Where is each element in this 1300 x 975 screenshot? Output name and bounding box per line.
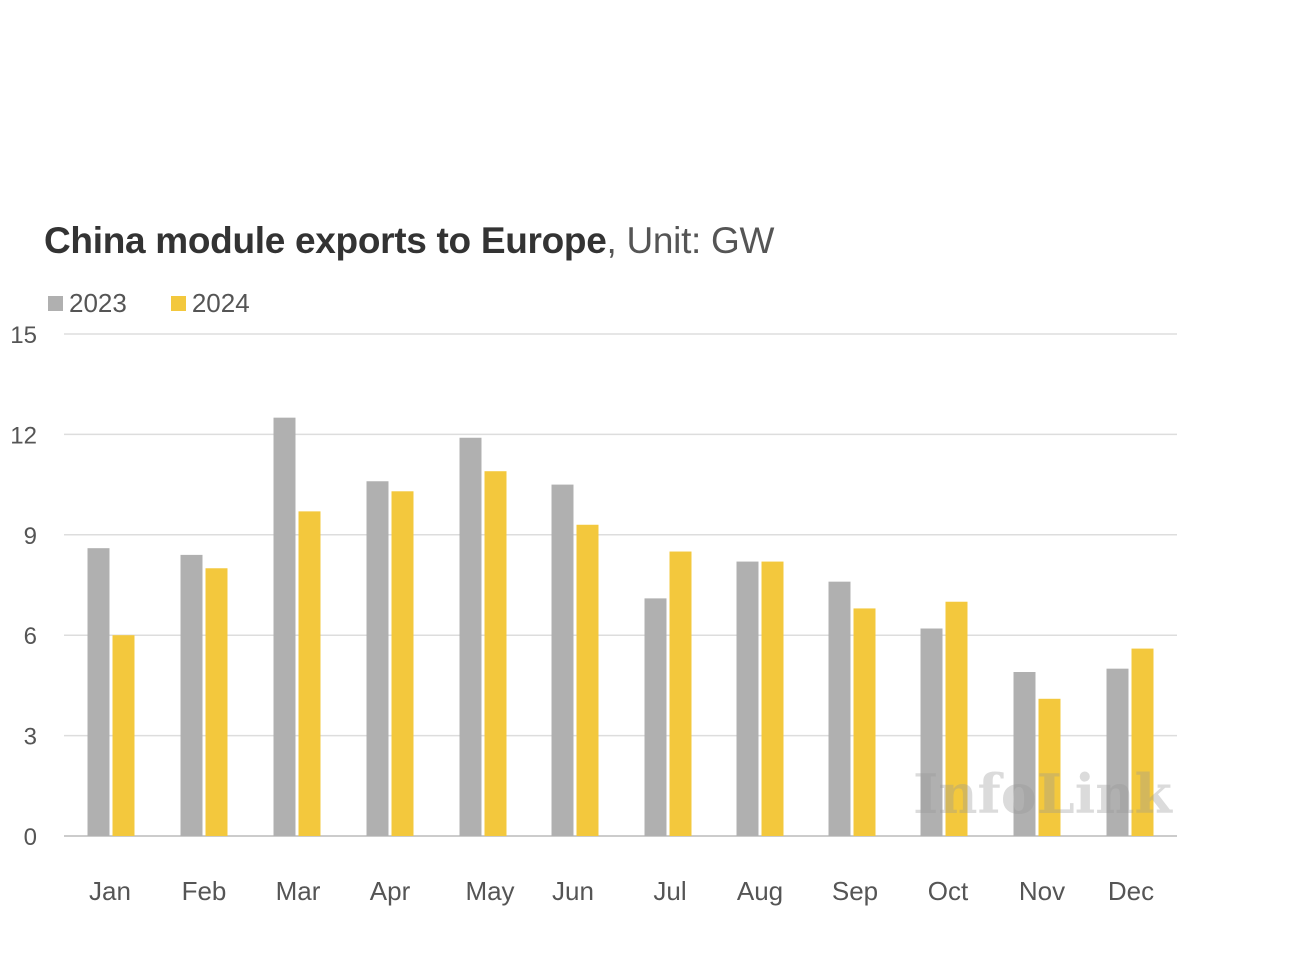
bar-2024-oct bbox=[945, 601, 968, 836]
legend-item-2024: 2024 bbox=[170, 288, 250, 319]
legend-label-2024: 2024 bbox=[191, 288, 250, 318]
bar-2023-sep bbox=[828, 581, 851, 836]
x-category-label-nov: Nov bbox=[1019, 876, 1065, 906]
x-category-label-jun: Jun bbox=[552, 876, 594, 906]
bar-2024-nov bbox=[1038, 698, 1061, 836]
x-category-label-jan: Jan bbox=[89, 876, 131, 906]
y-axis-ticks: 0 3 6 9 12 15 bbox=[10, 322, 37, 851]
bar-2023-aug bbox=[736, 561, 759, 836]
bar-2024-aug bbox=[761, 561, 784, 836]
bar-2023-jan bbox=[87, 548, 110, 836]
legend-label-2023: 2023 bbox=[69, 288, 127, 318]
bar-2023-mar bbox=[273, 417, 296, 836]
legend-swatch-2023 bbox=[48, 296, 63, 311]
bar-2023-jul bbox=[644, 598, 667, 836]
y-tick-label: 6 bbox=[24, 623, 37, 650]
bar-2023-dec bbox=[1106, 668, 1129, 836]
chart-title-main: China module exports to Europe bbox=[44, 220, 607, 261]
bar-2024-jun bbox=[576, 524, 599, 836]
bar-2023-apr bbox=[366, 481, 389, 836]
y-tick-label: 12 bbox=[10, 422, 37, 449]
bar-2024-jul bbox=[669, 551, 692, 836]
x-axis-categories: Jan Feb Mar Apr May Jun Jul Aug Sep Oct Nov Dec bbox=[89, 876, 1154, 906]
bars bbox=[87, 417, 1154, 836]
x-category-label-sep: Sep bbox=[832, 876, 878, 906]
bar-2024-dec bbox=[1131, 648, 1154, 836]
gridlines bbox=[64, 333, 1177, 837]
x-category-label-may: May bbox=[465, 876, 514, 906]
legend-swatch-2024 bbox=[170, 296, 186, 311]
y-tick-label: 3 bbox=[24, 724, 37, 751]
chart-title-unit: , Unit: GW bbox=[606, 220, 775, 261]
bar-2023-jun bbox=[551, 484, 574, 836]
x-category-label-mar: Mar bbox=[276, 876, 321, 906]
x-category-label-aug: Aug bbox=[737, 876, 783, 906]
chart-title: China module exports to Europe, Unit: GW bbox=[44, 220, 774, 262]
bar-2024-feb bbox=[205, 568, 228, 836]
bar-2023-oct bbox=[920, 628, 943, 836]
bar-2024-apr bbox=[391, 491, 414, 836]
x-category-label-apr: Apr bbox=[370, 876, 411, 906]
y-tick-label: 9 bbox=[24, 523, 37, 550]
bar-2023-feb bbox=[180, 554, 203, 836]
x-category-label-oct: Oct bbox=[928, 876, 969, 906]
x-category-label-jul: Jul bbox=[653, 876, 686, 906]
x-category-label-feb: Feb bbox=[182, 876, 227, 906]
y-tick-label: 0 bbox=[24, 824, 37, 851]
watermark-infolink: InfoLink bbox=[913, 762, 1174, 826]
bar-2024-jan bbox=[112, 635, 135, 836]
legend: 2023 2024 bbox=[48, 288, 294, 319]
bar-2023-may bbox=[459, 437, 482, 836]
y-tick-label: 15 bbox=[10, 322, 37, 349]
bar-2023-nov bbox=[1013, 672, 1036, 836]
bar-2024-may bbox=[484, 471, 507, 836]
legend-item-2023: 2023 bbox=[48, 288, 127, 319]
bar-2024-mar bbox=[298, 511, 321, 836]
x-category-label-dec: Dec bbox=[1108, 876, 1154, 906]
bar-2024-sep bbox=[853, 608, 876, 836]
